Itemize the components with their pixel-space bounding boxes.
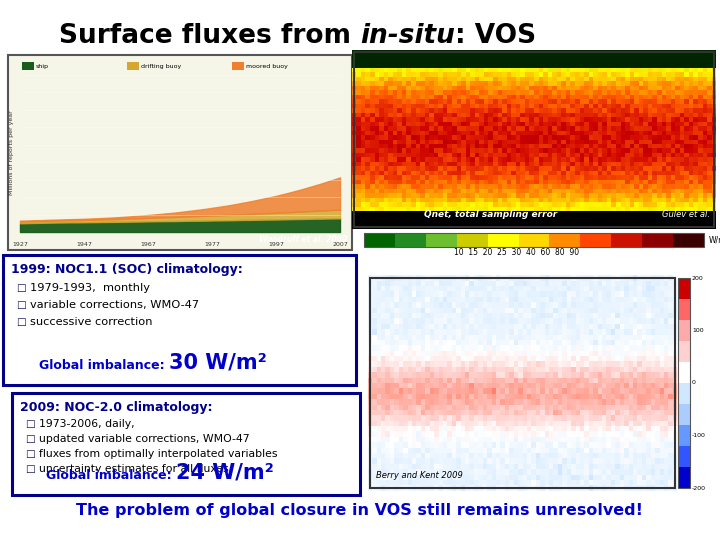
Text: Berry and Kent 2009: Berry and Kent 2009: [376, 471, 463, 480]
Text: □: □: [16, 283, 26, 293]
Text: 2009: NOC-2.0 climatology:: 2009: NOC-2.0 climatology:: [20, 401, 212, 414]
Text: Qnet, total sampling error: Qnet, total sampling error: [424, 210, 557, 219]
Bar: [370, 278, 675, 488]
Bar: [678, 341, 690, 362]
Text: 30 W/m²: 30 W/m²: [169, 352, 266, 372]
Bar: [549, 233, 580, 247]
Text: □: □: [16, 317, 26, 327]
Bar: [673, 233, 704, 247]
Text: 1967: 1967: [140, 242, 156, 247]
Bar: [678, 425, 690, 446]
Text: Millions of reports per year: Millions of reports per year: [9, 111, 14, 195]
Text: 1927: 1927: [12, 242, 28, 247]
Text: 2007: 2007: [332, 242, 348, 247]
Bar: [642, 233, 673, 247]
Text: drifting buoy: drifting buoy: [141, 64, 181, 69]
Bar: [678, 404, 690, 425]
Text: Global imbalance:: Global imbalance:: [45, 469, 176, 482]
Text: The problem of global closure in VOS still remains unresolved!: The problem of global closure in VOS sti…: [76, 503, 644, 518]
Text: 100: 100: [692, 328, 703, 333]
Text: □: □: [25, 419, 35, 429]
Bar: [232, 62, 244, 70]
Bar: [678, 362, 690, 383]
Bar: [518, 233, 549, 247]
Bar: [611, 233, 642, 247]
Text: Surface fluxes from: Surface fluxes from: [59, 23, 360, 49]
Bar: [22, 62, 34, 70]
Bar: [678, 278, 690, 488]
Bar: [487, 233, 518, 247]
Bar: [456, 233, 487, 247]
Bar: [395, 233, 426, 247]
Bar: [354, 52, 714, 227]
Text: -200: -200: [692, 485, 706, 490]
Bar: [678, 446, 690, 467]
Text: moored buoy: moored buoy: [246, 64, 288, 69]
Text: Global imbalance:: Global imbalance:: [39, 359, 169, 372]
Text: successive correction: successive correction: [30, 317, 153, 327]
Text: Gulev et al.: Gulev et al.: [662, 210, 710, 219]
Bar: [3, 255, 356, 385]
Text: □: □: [16, 300, 26, 310]
Text: 0: 0: [692, 381, 696, 386]
Text: variable corrections, WMO-47: variable corrections, WMO-47: [30, 300, 199, 310]
Text: □: □: [25, 434, 35, 444]
Bar: [8, 55, 352, 250]
Text: 10  15  20  25  30  40  60  80  90: 10 15 20 25 30 40 60 80 90: [454, 248, 580, 257]
Text: 1947: 1947: [76, 242, 92, 247]
Bar: [364, 233, 704, 247]
Text: 1997: 1997: [268, 242, 284, 247]
Text: □: □: [25, 449, 35, 459]
Bar: [678, 320, 690, 341]
Bar: [426, 233, 456, 247]
Text: W/m²m: W/m²m: [709, 235, 720, 245]
Text: 200: 200: [692, 275, 703, 280]
Text: -100: -100: [692, 433, 706, 438]
Text: 1973-2006, daily,: 1973-2006, daily,: [39, 419, 135, 429]
Text: Woodruff et al. 2009: Woodruff et al. 2009: [259, 235, 347, 244]
Text: fluxes from optimally interpolated variables: fluxes from optimally interpolated varia…: [39, 449, 277, 459]
Text: 1999: NOC1.1 (SOC) climatology:: 1999: NOC1.1 (SOC) climatology:: [11, 263, 243, 276]
Text: 1977: 1977: [204, 242, 220, 247]
Bar: [580, 233, 611, 247]
Text: : VOS: : VOS: [455, 23, 536, 49]
Bar: [678, 299, 690, 320]
Text: uncertainty estimates for all fluxes: uncertainty estimates for all fluxes: [39, 464, 229, 474]
Bar: [678, 467, 690, 488]
Text: □: □: [25, 464, 35, 474]
Text: in-situ: in-situ: [360, 23, 455, 49]
Bar: [678, 383, 690, 404]
Text: 1979-1993,  monthly: 1979-1993, monthly: [30, 283, 150, 293]
Bar: [678, 278, 690, 299]
Bar: [12, 393, 360, 495]
Text: 24 W/m²: 24 W/m²: [176, 462, 274, 482]
Bar: [127, 62, 139, 70]
Text: updated variable corrections, WMO-47: updated variable corrections, WMO-47: [39, 434, 250, 444]
Text: ship: ship: [36, 64, 49, 69]
Bar: [364, 233, 395, 247]
